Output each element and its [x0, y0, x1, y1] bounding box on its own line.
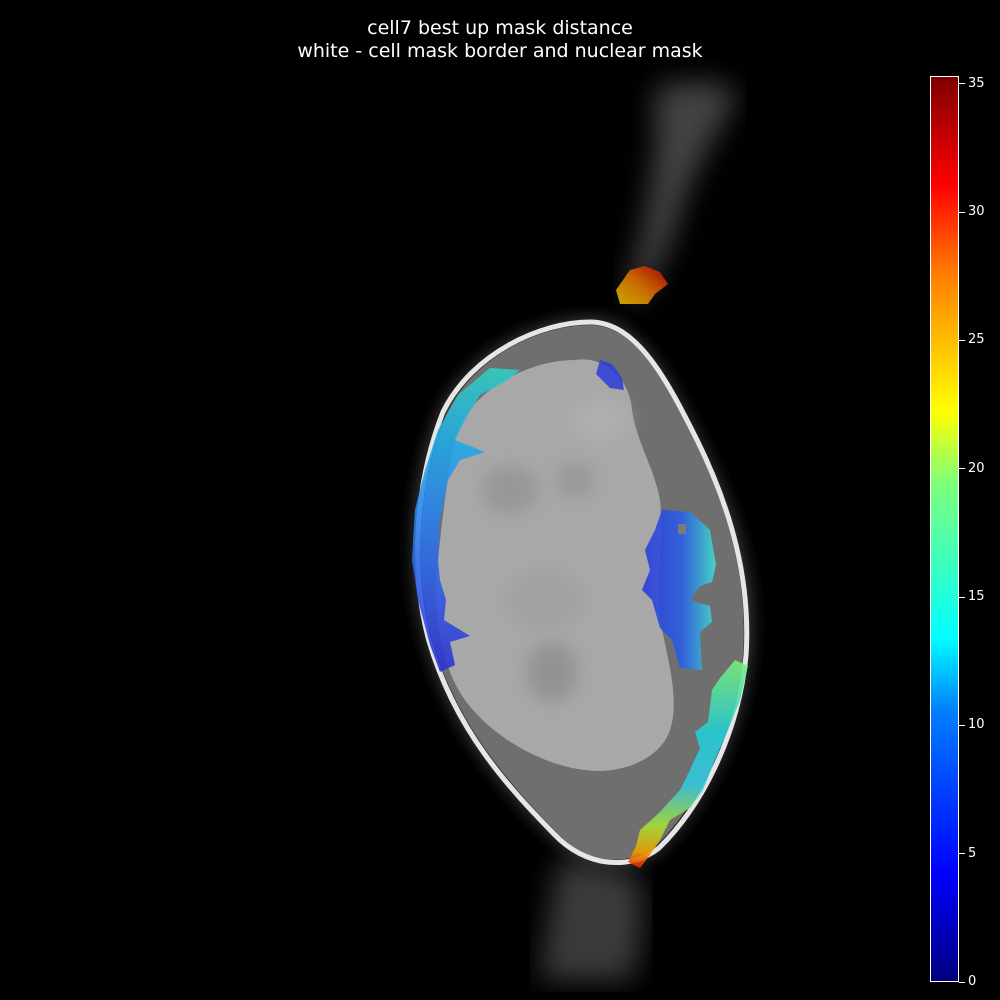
nucleus-texture	[482, 400, 630, 702]
colorbar-tick-label: 25	[968, 332, 985, 348]
colorbar-tick	[959, 339, 965, 341]
colorbar-tick-label: 10	[968, 717, 985, 733]
overlay-mid-patch	[642, 510, 716, 670]
colorbar-tick-label: 30	[968, 204, 985, 220]
upper-strand	[625, 82, 736, 300]
colorbar-tick	[959, 724, 965, 726]
colorbar	[930, 76, 959, 982]
colorbar-tick	[959, 853, 965, 855]
colorbar-tick-label: 20	[968, 460, 985, 476]
colorbar-tick	[959, 596, 965, 598]
figure-title-line-2: white - cell mask border and nuclear mas…	[297, 40, 703, 62]
colorbar-tick	[959, 981, 965, 983]
overlay-top-blob	[616, 266, 668, 304]
nucleus	[436, 359, 674, 771]
colorbar-tick-label: 15	[968, 589, 985, 604]
colorbar-tick	[959, 211, 965, 213]
figure-title-line-1: cell7 best up mask distance	[367, 17, 633, 39]
lower-strand	[540, 860, 642, 980]
overlay-top-center	[596, 360, 624, 390]
distance-overlay	[412, 266, 748, 868]
colorbar-tick-label: 0	[968, 974, 977, 989]
colorbar-tick	[959, 468, 965, 470]
overlay-gap	[678, 524, 686, 534]
colorbar-tick-label: 35	[968, 75, 985, 91]
colorbar-tick-label: 5	[968, 845, 977, 861]
cell-mask-border	[415, 319, 750, 866]
overlay-right-band	[628, 660, 748, 868]
overlay-left-band	[412, 368, 520, 672]
colorbar-tick	[959, 83, 965, 85]
